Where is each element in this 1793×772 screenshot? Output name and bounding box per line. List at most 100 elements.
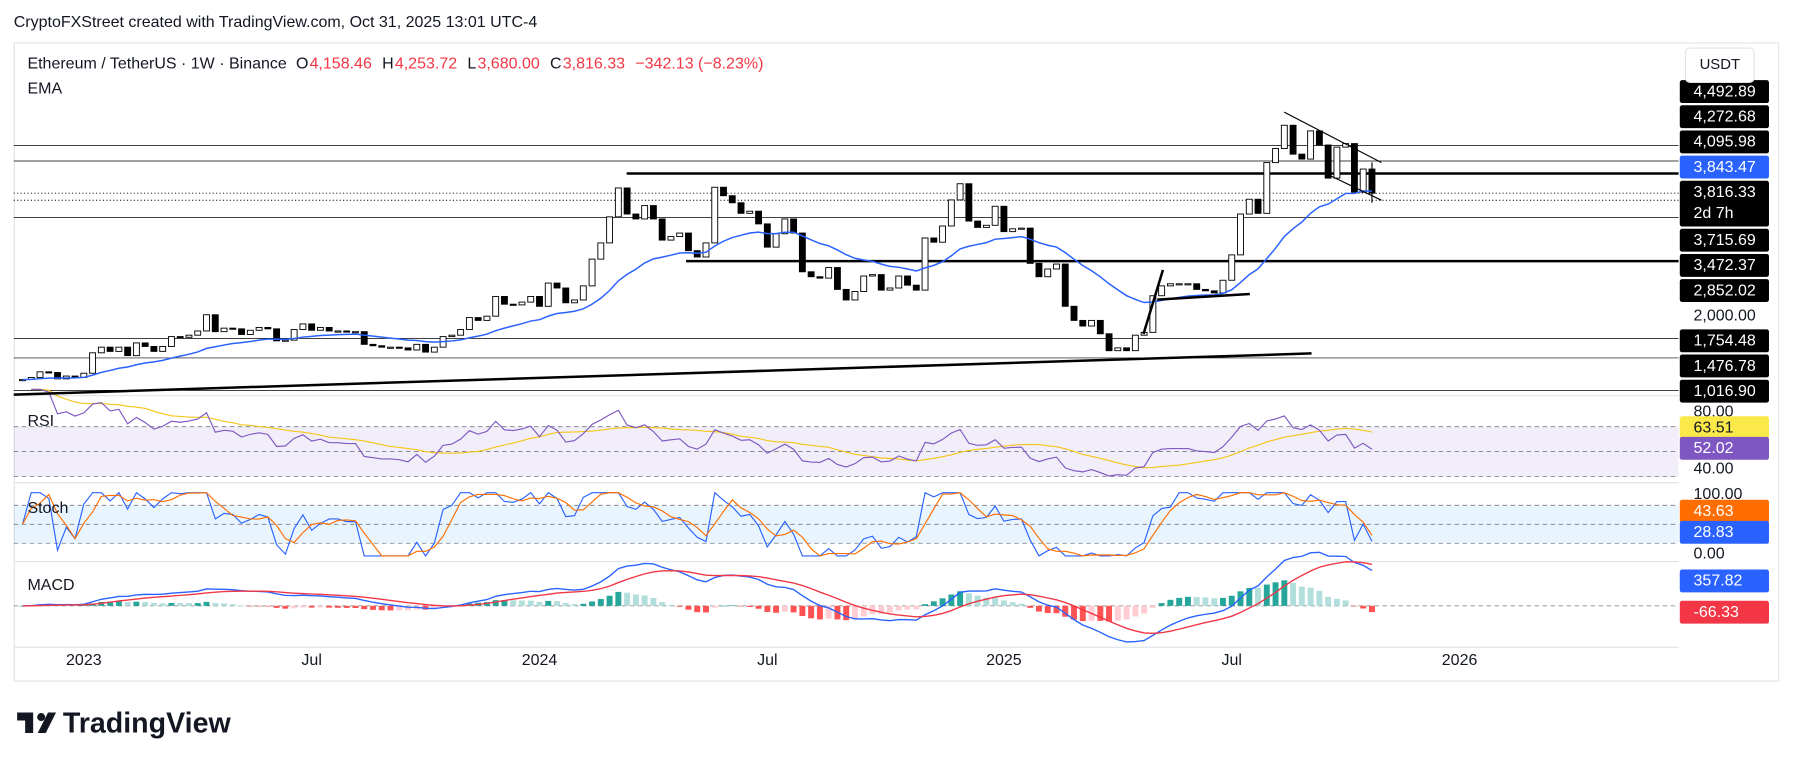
candle: [956, 183, 964, 201]
macd-histogram: [1342, 600, 1349, 606]
axis-label-bg: [1679, 180, 1769, 227]
candle: [1000, 205, 1008, 233]
candle: [912, 284, 920, 291]
ohlc: O 4,158.46 H 4,253.72 L 3,680.00 C 3,816.33: [296, 55, 625, 72]
macd-histogram: [352, 605, 359, 609]
candle: [728, 195, 736, 204]
candle: [1202, 288, 1209, 292]
candle: [1298, 153, 1306, 160]
axis-label-bg: [1679, 416, 1769, 440]
ema-line: [22, 190, 1372, 381]
ohlc-key: L: [467, 55, 476, 72]
macd-histogram: [948, 594, 955, 606]
macd-histogram: [194, 603, 201, 606]
axis-label: 4,492.89: [1694, 83, 1756, 100]
axis-label-bg: [1679, 436, 1769, 460]
candle: [290, 329, 298, 341]
candle: [746, 210, 754, 214]
candle: [544, 282, 552, 307]
candle: [185, 334, 193, 338]
macd-histogram: [1351, 605, 1358, 607]
axis-label-bg: [1679, 520, 1769, 544]
macd-histogram: [562, 602, 569, 606]
macd-histogram: [878, 605, 885, 614]
macd-histogram: [177, 603, 184, 606]
axis-label-bg: [1679, 329, 1769, 353]
axis-label: 3,816.33: [1694, 184, 1756, 201]
channel: [1283, 111, 1382, 201]
axis-label: 3,715.69: [1694, 232, 1756, 249]
macd-histogram: [632, 594, 639, 606]
candle: [658, 218, 666, 241]
candle: [536, 295, 543, 307]
candle: [422, 343, 430, 353]
macd-histogram: [930, 601, 937, 606]
candle: [1088, 319, 1095, 327]
macd-histogram: [729, 605, 736, 606]
candle: [246, 329, 254, 335]
candle: [737, 202, 745, 214]
candle: [1193, 283, 1201, 290]
candle: [1018, 227, 1025, 230]
candle: [255, 326, 263, 331]
macd-histogram: [317, 605, 324, 608]
candle: [115, 346, 123, 352]
macd-histogram: [624, 592, 631, 606]
macd-histogram: [816, 605, 823, 620]
macd-histogram: [1281, 580, 1288, 606]
currency[interactable]: USDT: [1700, 57, 1740, 73]
macd-histogram: [589, 601, 596, 606]
candle: [413, 343, 421, 351]
macd-histogram: [212, 602, 219, 606]
macd-histogram: [659, 602, 666, 606]
candle: [132, 342, 140, 357]
macd-label: MACD: [27, 577, 74, 594]
macd-histogram: [361, 605, 368, 610]
candle: [159, 346, 167, 352]
macd-histogram: [1193, 596, 1200, 606]
candle: [1044, 268, 1052, 278]
candle: [1254, 198, 1262, 214]
macd-histogram: [799, 605, 806, 616]
macd-histogram: [229, 604, 236, 606]
candle: [203, 314, 210, 332]
macd-histogram: [685, 605, 692, 610]
frame: [13, 42, 1780, 682]
candle: [54, 372, 61, 380]
candle: [89, 352, 97, 374]
candle: [974, 220, 982, 228]
macd-histogram: [247, 605, 254, 607]
macd-histogram: [1114, 605, 1121, 621]
macd-histogram: [694, 605, 701, 613]
channel-line: [1283, 111, 1382, 163]
candle: [562, 287, 570, 304]
candle: [904, 275, 911, 286]
candle: [720, 186, 727, 197]
axis-label: 80.00: [1694, 404, 1734, 421]
axis-label-bg: [1679, 499, 1769, 523]
candle: [518, 301, 526, 306]
macd-histogram: [334, 605, 341, 608]
macd-histogram: [72, 605, 79, 607]
candle: [763, 223, 771, 248]
candle: [886, 287, 894, 291]
macd-histogram: [1141, 605, 1148, 614]
candle: [1105, 333, 1113, 352]
candle: [1359, 168, 1367, 193]
currency-button[interactable]: [1684, 47, 1755, 83]
candle: [106, 346, 114, 352]
symbol-title: Ethereum / TetherUS · 1W · Binance: [27, 55, 286, 72]
macd-histogram: [203, 601, 210, 606]
stoch-k-line: [21, 491, 1373, 557]
candle: [895, 275, 903, 289]
macd-histogram: [790, 605, 797, 613]
macd-histogram: [159, 603, 166, 606]
candle: [176, 336, 184, 339]
candle: [772, 233, 780, 248]
ohlc-key: H: [382, 55, 394, 72]
candle: [448, 334, 456, 338]
macd-histogram: [957, 591, 964, 606]
candle: [1061, 263, 1069, 307]
axis-label-bg: [1679, 155, 1769, 179]
axis-label-bg: [1679, 354, 1769, 378]
